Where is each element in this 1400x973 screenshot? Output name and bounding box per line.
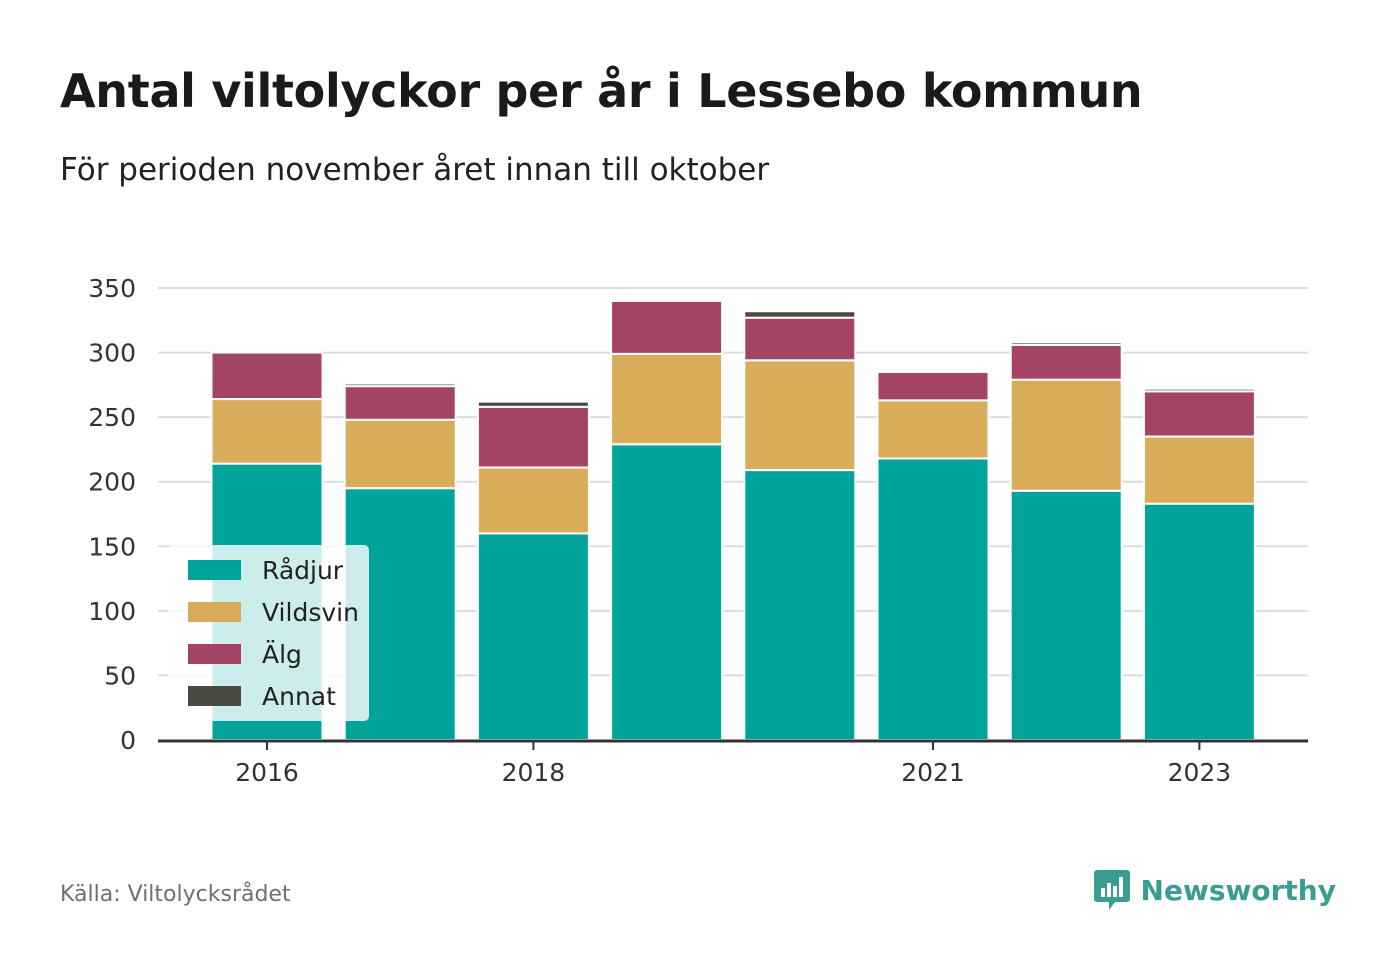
legend-swatch <box>188 686 241 706</box>
bar-segment-rådjur <box>876 457 990 741</box>
chart-title: Antal viltolyckor per år i Lessebo kommu… <box>60 64 1143 118</box>
x-axis-ticks: 2016 2018 2021 2023 <box>235 741 1231 787</box>
bar-segment-vildsvin <box>476 466 590 535</box>
bar-segment-älg <box>743 316 857 362</box>
brand-name: Newsworthy <box>1140 873 1336 907</box>
x-tick-label: 2018 <box>502 758 566 787</box>
chart-subtitle: För perioden november året innan till ok… <box>60 152 770 188</box>
bar-segment-rådjur <box>1142 502 1256 741</box>
bar-segment-annat <box>343 382 457 388</box>
y-tick-label: 100 <box>88 597 136 626</box>
bar-segment-rådjur <box>743 469 857 741</box>
x-tick-label: 2021 <box>901 758 965 787</box>
legend-label: Annat <box>262 682 336 711</box>
bar-segment-vildsvin <box>1142 435 1256 505</box>
bar-segment-vildsvin <box>343 418 457 490</box>
bar-segment-älg <box>476 405 590 469</box>
legend-box <box>168 545 369 721</box>
bar-segment-vildsvin <box>876 399 990 460</box>
legend-label: Älg <box>262 640 302 669</box>
legend-label: Rådjur <box>262 556 344 585</box>
bar-segment-älg <box>1009 343 1123 381</box>
brand-logo: Newsworthy <box>1093 868 1336 912</box>
bar-segment-annat <box>476 400 590 408</box>
bar-segment-vildsvin <box>210 398 324 465</box>
bar-segment-älg <box>610 299 724 355</box>
source-note: Källa: Viltolycksrådet <box>60 882 291 907</box>
bar-segment-vildsvin <box>610 352 724 446</box>
y-tick-label: 50 <box>104 661 136 690</box>
y-tick-label: 150 <box>88 532 136 561</box>
y-tick-label: 300 <box>88 339 136 368</box>
legend: Rådjur Vildsvin Älg Annat <box>168 545 369 721</box>
bar-segment-annat <box>743 310 857 319</box>
y-tick-label: 350 <box>88 274 136 303</box>
bar-segment-annat <box>1009 341 1123 346</box>
bar-segment-älg <box>1142 390 1256 438</box>
newsworthy-logo-icon <box>1093 870 1130 910</box>
y-tick-label: 250 <box>88 403 136 432</box>
bar-segment-älg <box>876 370 990 402</box>
bar-segment-älg <box>210 351 324 401</box>
x-tick-label: 2023 <box>1168 758 1232 787</box>
legend-swatch <box>188 602 241 622</box>
legend-swatch <box>188 560 241 580</box>
bar-segment-vildsvin <box>743 359 857 472</box>
legend-label: Vildsvin <box>262 598 359 627</box>
bar-segment-rådjur <box>1009 489 1123 741</box>
bar-segment-annat <box>1142 387 1256 393</box>
bar-segment-vildsvin <box>1009 378 1123 492</box>
bar-segment-rådjur <box>476 532 590 741</box>
bar-segment-älg <box>343 385 457 421</box>
y-tick-label: 0 <box>120 726 136 755</box>
y-axis-ticks: 0 50 100 150 200 250 300 350 <box>88 274 136 755</box>
x-tick-label: 2016 <box>235 758 299 787</box>
legend-swatch <box>188 644 241 664</box>
bar-segment-rådjur <box>610 443 724 741</box>
y-tick-label: 200 <box>88 468 136 497</box>
